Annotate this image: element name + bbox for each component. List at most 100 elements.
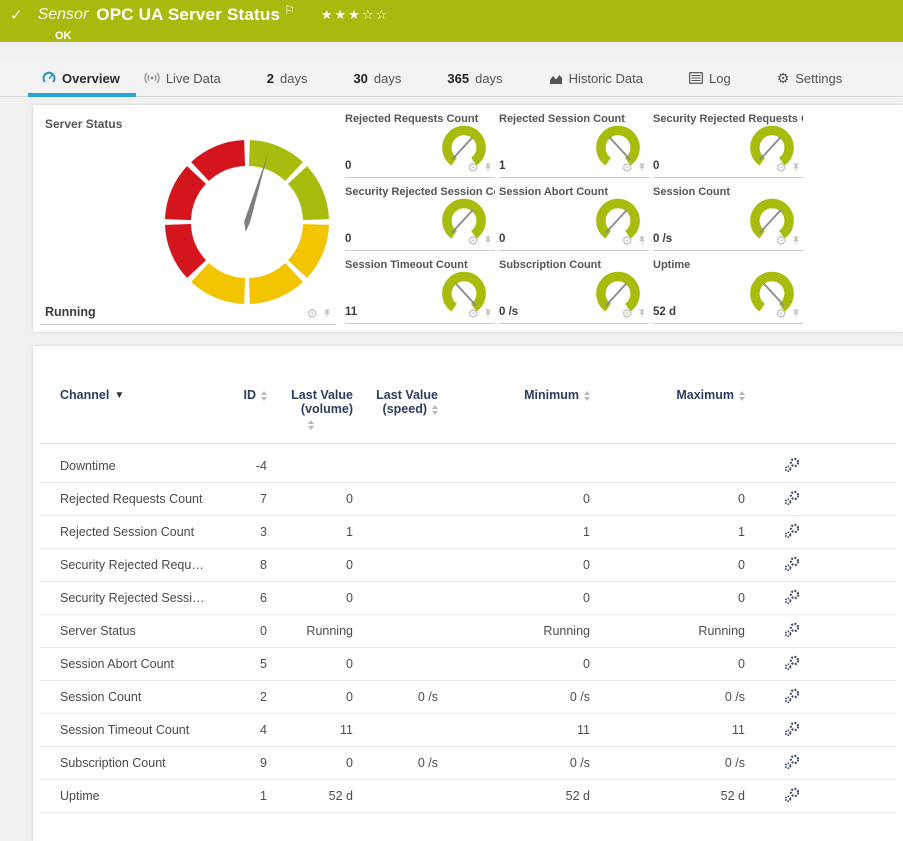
- gear-icon[interactable]: ⚙: [775, 307, 787, 320]
- cell-minimum: 1: [438, 525, 590, 539]
- table-row[interactable]: Session Count 2 0 0 /s 0 /s 0 /s: [40, 681, 896, 714]
- gauge-needle: [760, 137, 781, 160]
- gauge-needle: [455, 283, 476, 306]
- channel-settings-icon[interactable]: [783, 523, 801, 539]
- tab-365-days[interactable]: 365 days: [447, 60, 502, 96]
- gear-icon[interactable]: ⚙: [621, 161, 633, 174]
- sort-icon[interactable]: [739, 391, 745, 401]
- pin-icon[interactable]: [483, 235, 493, 246]
- gear-icon[interactable]: ⚙: [775, 234, 787, 247]
- object-kind-label: Sensor: [38, 6, 89, 24]
- channel-settings-icon[interactable]: [783, 490, 801, 506]
- gauge-title: Session Abort Count: [499, 186, 649, 198]
- cell-maximum: 52 d: [590, 789, 745, 803]
- tab-settings[interactable]: ⚙ Settings: [777, 60, 843, 96]
- channel-settings-icon[interactable]: [783, 622, 801, 638]
- pin-icon[interactable]: [483, 162, 493, 173]
- gear-icon[interactable]: ⚙: [621, 307, 633, 320]
- column-header-maximum[interactable]: Maximum: [590, 388, 745, 402]
- pin-icon[interactable]: [483, 308, 493, 319]
- gauge-value: 0 /s: [653, 233, 672, 245]
- channel-settings-icon[interactable]: [783, 787, 801, 803]
- gear-icon[interactable]: ⚙: [467, 161, 479, 174]
- channels-table-body: Downtime -4 Rejected Requests Count 7 0 …: [40, 450, 896, 813]
- pin-icon[interactable]: [791, 308, 801, 319]
- table-row[interactable]: Session Timeout Count 4 11 11 11: [40, 714, 896, 747]
- gear-icon[interactable]: ⚙: [467, 234, 479, 247]
- tab-log[interactable]: Log: [689, 60, 731, 96]
- sort-icon[interactable]: [432, 405, 438, 415]
- pin-icon[interactable]: [637, 162, 647, 173]
- tab-2-days[interactable]: 2 days: [267, 60, 308, 96]
- table-row[interactable]: Security Rejected Requ… 8 0 0 0: [40, 549, 896, 582]
- priority-stars[interactable]: ★★★☆☆: [321, 7, 389, 23]
- tab-30-days[interactable]: 30 days: [353, 60, 401, 96]
- column-header-minimum[interactable]: Minimum: [438, 388, 590, 402]
- gauge-needle: [606, 210, 627, 233]
- table-row[interactable]: Subscription Count 9 0 0 /s 0 /s 0 /s: [40, 747, 896, 780]
- sort-icon[interactable]: [308, 420, 314, 430]
- sort-icon[interactable]: [261, 391, 267, 401]
- gauge-needle: [452, 137, 473, 160]
- cell-channel: Session Count: [60, 690, 220, 704]
- gauge-value: 0: [499, 233, 505, 245]
- cell-last-value-volume: 1: [267, 525, 353, 539]
- channel-settings-icon[interactable]: [783, 754, 801, 770]
- pin-icon[interactable]: [637, 308, 647, 319]
- sort-icon[interactable]: [584, 391, 590, 401]
- pin-icon[interactable]: [322, 308, 332, 319]
- table-row[interactable]: Session Abort Count 5 0 0 0: [40, 648, 896, 681]
- cell-last-value-volume: Running: [267, 624, 353, 638]
- mini-gauge-cell: Security Rejected Session Co… 0 ⚙: [345, 186, 495, 251]
- gauge-value: 1: [499, 160, 505, 172]
- table-row[interactable]: Security Rejected Sessi… 6 0 0 0: [40, 582, 896, 615]
- pin-icon[interactable]: [637, 235, 647, 246]
- channel-settings-icon[interactable]: [783, 655, 801, 671]
- channel-settings-icon[interactable]: [783, 556, 801, 572]
- tab-live-data[interactable]: Live Data: [144, 60, 221, 96]
- tab-historic-data[interactable]: Historic Data: [549, 60, 643, 96]
- cell-channel: Session Abort Count: [60, 657, 220, 671]
- table-row[interactable]: Downtime -4: [40, 450, 896, 483]
- sensor-header: ✓ Sensor OPC UA Server Status ⚐ ★★★☆☆ OK: [0, 0, 903, 42]
- table-row[interactable]: Uptime 1 52 d 52 d 52 d: [40, 780, 896, 813]
- mini-gauge-cell: Uptime 52 d ⚙: [653, 259, 803, 324]
- cell-last-value-volume: 52 d: [267, 789, 353, 803]
- table-row[interactable]: Rejected Session Count 3 1 1 1: [40, 516, 896, 549]
- priority-flag-icon[interactable]: ⚐: [284, 3, 295, 17]
- table-row[interactable]: Server Status 0 Running Running Running: [40, 615, 896, 648]
- gauge-title: Subscription Count: [499, 259, 649, 271]
- table-row[interactable]: Rejected Requests Count 7 0 0 0: [40, 483, 896, 516]
- cell-maximum: 11: [590, 723, 745, 737]
- server-status-gauge: [162, 137, 332, 307]
- gear-icon[interactable]: ⚙: [775, 161, 787, 174]
- cell-maximum: 0: [590, 492, 745, 506]
- cell-minimum: 0: [438, 657, 590, 671]
- gauge-value: 11: [345, 306, 357, 318]
- tab-label: Historic Data: [569, 71, 643, 86]
- status-check-icon: ✓: [10, 6, 23, 24]
- column-header-channel[interactable]: Channel▼: [60, 388, 220, 402]
- column-header-last-value-volume[interactable]: Last Value (volume): [267, 388, 353, 429]
- pin-icon[interactable]: [791, 162, 801, 173]
- mini-gauge-cell: Rejected Requests Count 0 ⚙: [345, 113, 495, 178]
- tab-overview[interactable]: Overview: [42, 60, 120, 96]
- gear-icon[interactable]: ⚙: [467, 307, 479, 320]
- column-header-id[interactable]: ID: [220, 388, 267, 402]
- gear-icon[interactable]: ⚙: [621, 234, 633, 247]
- gear-icon: ⚙: [777, 71, 790, 85]
- channel-settings-icon[interactable]: [783, 589, 801, 605]
- column-header-last-value-speed[interactable]: Last Value (speed): [353, 388, 438, 416]
- pin-icon[interactable]: [791, 235, 801, 246]
- tab-number: 2: [267, 71, 274, 86]
- gear-icon[interactable]: ⚙: [306, 307, 318, 320]
- gauge-value: 52 d: [653, 306, 676, 318]
- tab-label: Overview: [62, 71, 120, 86]
- cell-id: 1: [220, 789, 267, 803]
- cell-id: 4: [220, 723, 267, 737]
- status-badge: OK: [55, 30, 72, 42]
- cell-maximum: 0 /s: [590, 756, 745, 770]
- channel-settings-icon[interactable]: [783, 457, 801, 473]
- channel-settings-icon[interactable]: [783, 688, 801, 704]
- channel-settings-icon[interactable]: [783, 721, 801, 737]
